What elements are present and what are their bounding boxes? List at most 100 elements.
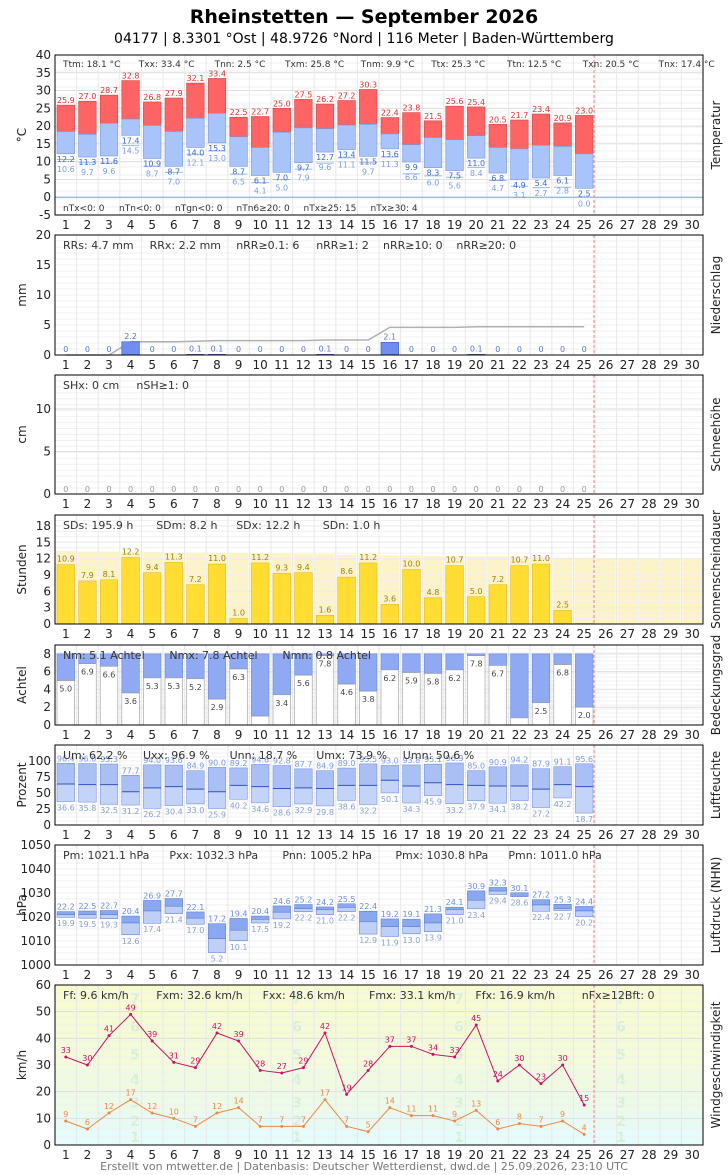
pmax-label: 22.1 [186,903,204,912]
fm-point [150,1111,154,1115]
sd-bar [164,562,183,625]
fx-point [409,1044,413,1048]
pmin-label: 22.4 [532,913,550,922]
sh-label: 0 [430,485,435,494]
sd-label: 11.3 [165,552,183,561]
x-tick-label: 8 [213,828,221,842]
umin-label: 33.2 [446,806,464,815]
cloud-clear-bar [575,653,594,708]
pmin-bar [78,914,97,919]
y-tick-label: 30 [36,1058,51,1072]
beaufort-label: 1 [292,1130,302,1146]
fx-label: 29 [190,1057,200,1066]
x-tick-label: 8 [213,1148,221,1162]
sd-bar [315,615,335,625]
sd-label: 10.7 [446,556,464,565]
stat-text: Txx: 33.4 °C [138,60,195,70]
rr-cumulative-line [65,326,585,356]
tmin-label: 7.5 [448,172,461,181]
rr-label: 0 [171,345,176,354]
x-tick-label: 6 [170,1148,178,1162]
y-tick-label: 10 [36,402,51,416]
rr-label: 0 [344,345,349,354]
cloud-label: 5.8 [427,677,440,686]
y-axis-label: hPa [15,894,29,916]
fx-point [474,1023,478,1027]
x-tick-label: 3 [105,968,113,982]
fx-label: 33 [61,1046,71,1055]
umin-bar [575,786,594,814]
cloud-label: 4.6 [340,688,353,697]
fx-label: 39 [234,1030,244,1039]
x-tick-label: 19 [447,968,462,982]
pmax-bar [337,903,356,908]
cloud-label: 5.3 [146,682,159,691]
cloud-clear-bar [553,653,572,665]
fm-point [388,1106,392,1110]
sd-label: 11.2 [359,553,377,562]
panel-frame [54,844,704,966]
tgnd-label: 7.0 [167,177,180,186]
sd-label: 7.9 [81,571,94,580]
pmin-label: 28.6 [510,898,528,907]
fx-point [453,1055,457,1059]
stat-text: RRs: 4.7 mm [63,239,134,252]
stat-text: Txm: 25.8 °C [284,60,344,70]
x-tick-label: 5 [148,627,156,641]
umax-label: 94.6 [251,755,269,764]
x-tick-label: 20 [469,627,484,641]
x-tick-label: 7 [192,828,200,842]
sh-label: 0 [106,485,111,494]
stat-text: Nmx: 7.8 Achtel [169,649,257,662]
sh-label: 0 [560,485,565,494]
stat-text: Tnn: 2.5 °C [214,60,266,70]
tgnd-label: 9.7 [81,168,94,177]
rr-label: 0 [409,345,414,354]
x-tick-label: 4 [127,497,135,511]
x-tick-label: 1 [62,497,70,511]
umin-label: 25.9 [208,810,226,819]
beaufort-label: 7 [454,991,464,1007]
x-tick-label: 30 [685,358,700,372]
x-tick-label: 8 [213,728,221,742]
sd-label: 2.5 [556,600,569,609]
tmin-bar [164,131,183,167]
x-tick-label: 17 [404,728,419,742]
x-tick-label: 5 [148,968,156,982]
x-tick-label: 17 [404,218,419,232]
y-tick-label: 25 [36,802,51,816]
tmin-bar [78,133,97,158]
tgnd-label: 9.6 [103,167,116,176]
stat-text: Pmn: 1011.0 hPa [508,849,601,862]
sd-label: 10.7 [510,556,528,565]
y-tick-label: 10 [36,288,51,302]
umin-label: 42.2 [554,800,572,809]
x-tick-label: 2 [84,627,92,641]
umax-label: 93.8 [402,756,420,765]
pmin-bar [531,904,551,912]
x-tick-label: 9 [235,1148,243,1162]
rr-label: 0 [582,345,587,354]
x-tick-label: 12 [296,728,311,742]
pmin-label: 22.2 [294,914,312,923]
sh-label: 0 [409,485,414,494]
tgnd-label: 6.0 [427,179,440,188]
x-tick-label: 29 [663,218,678,232]
sh-label: 0 [258,485,263,494]
tmax-bar [423,120,443,138]
tmin-bar [207,113,227,144]
x-tick-label: 12 [296,968,311,982]
tgnd-label: 0.0 [578,199,591,208]
stat-text: nSH≥1: 0 [136,379,189,392]
beaufort-label: 6 [454,1019,464,1035]
x-tick-label: 17 [404,358,419,372]
sh-label: 0 [85,485,90,494]
umax-bar [121,775,140,792]
fm-point [431,1114,435,1118]
tmax-label: 21.5 [424,112,442,121]
pmax-bar [315,906,335,911]
x-tick-label: 24 [555,497,570,511]
x-tick-label: 30 [685,497,700,511]
tmin-bar [575,153,594,189]
stat-text: Ttm: 18.1 °C [62,60,120,70]
